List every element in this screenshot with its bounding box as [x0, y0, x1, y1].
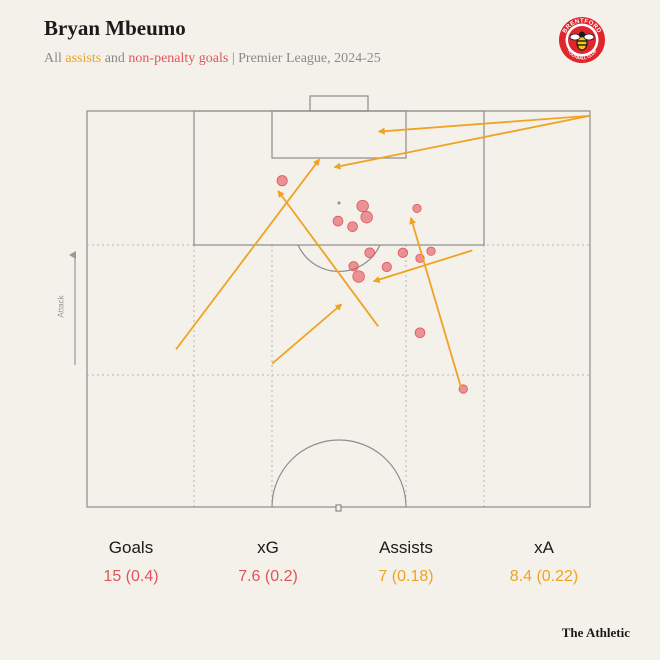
assists-layer [175, 114, 591, 389]
stat-goals: Goals 15 (0.4) [71, 538, 191, 586]
assist-pass-arrow [372, 249, 473, 283]
goal-shot-point [347, 221, 358, 232]
goal-shot-point [276, 175, 288, 187]
assist-pass-arrow [277, 190, 379, 327]
goal-shot-point [397, 247, 408, 258]
stat-assists: Assists 7 (0.18) [346, 538, 466, 586]
goal-shot-point [414, 327, 426, 339]
penalty-spot [337, 201, 341, 205]
stat-goals-label: Goals [108, 538, 154, 557]
subtitle-assists: assists [65, 51, 102, 66]
subtitle: All assists and non-penalty goals | Prem… [44, 51, 381, 67]
goal-shot-point [412, 203, 422, 214]
pitch-grid [87, 111, 590, 507]
goal-shot-point [356, 199, 369, 213]
assist-pass-arrow [377, 114, 591, 135]
stat-xg-value: 7.6 (0.2) [238, 568, 298, 585]
subtitle-suffix: | Premier League, 2024-25 [228, 51, 381, 66]
goal-shot-point [348, 261, 359, 272]
subtitle-and: and [101, 51, 129, 66]
pitch-markings [86, 95, 591, 512]
goal-shot-point [364, 247, 375, 259]
stat-xg-label: xG [257, 538, 279, 557]
goal-shot-point [352, 270, 365, 283]
subtitle-prefix: All [44, 51, 66, 66]
assist-pass-arrow [409, 216, 463, 389]
goal-shot-point [381, 261, 392, 273]
assist-pass-arrow [175, 158, 321, 350]
subtitle-goals: non-penalty goals [128, 51, 229, 66]
assist-pass-arrow [271, 303, 343, 365]
goal-shot-point [360, 210, 373, 224]
stat-xa: xA 8.4 (0.22) [484, 538, 604, 586]
goals-layer [276, 175, 468, 394]
brand-logo: The Athletic [561, 625, 630, 640]
stat-xa-value: 8.4 (0.22) [509, 568, 579, 585]
assist-pass-arrow [333, 114, 591, 170]
goal-shot-point [426, 246, 436, 256]
stat-xa-label: xA [534, 538, 554, 557]
stat-assists-value: 7 (0.18) [378, 568, 434, 585]
stat-goals-value: 15 (0.4) [103, 568, 159, 585]
stat-assists-label: Assists [379, 538, 433, 557]
attack-direction-label: Attack [56, 295, 66, 318]
brentford-crest-icon: BRENTFORD FOOTBALL CLUB [558, 16, 606, 69]
stat-xg: xG 7.6 (0.2) [208, 538, 328, 586]
goal-shot-point [332, 215, 344, 227]
page-title: Bryan Mbeumo [44, 16, 186, 40]
